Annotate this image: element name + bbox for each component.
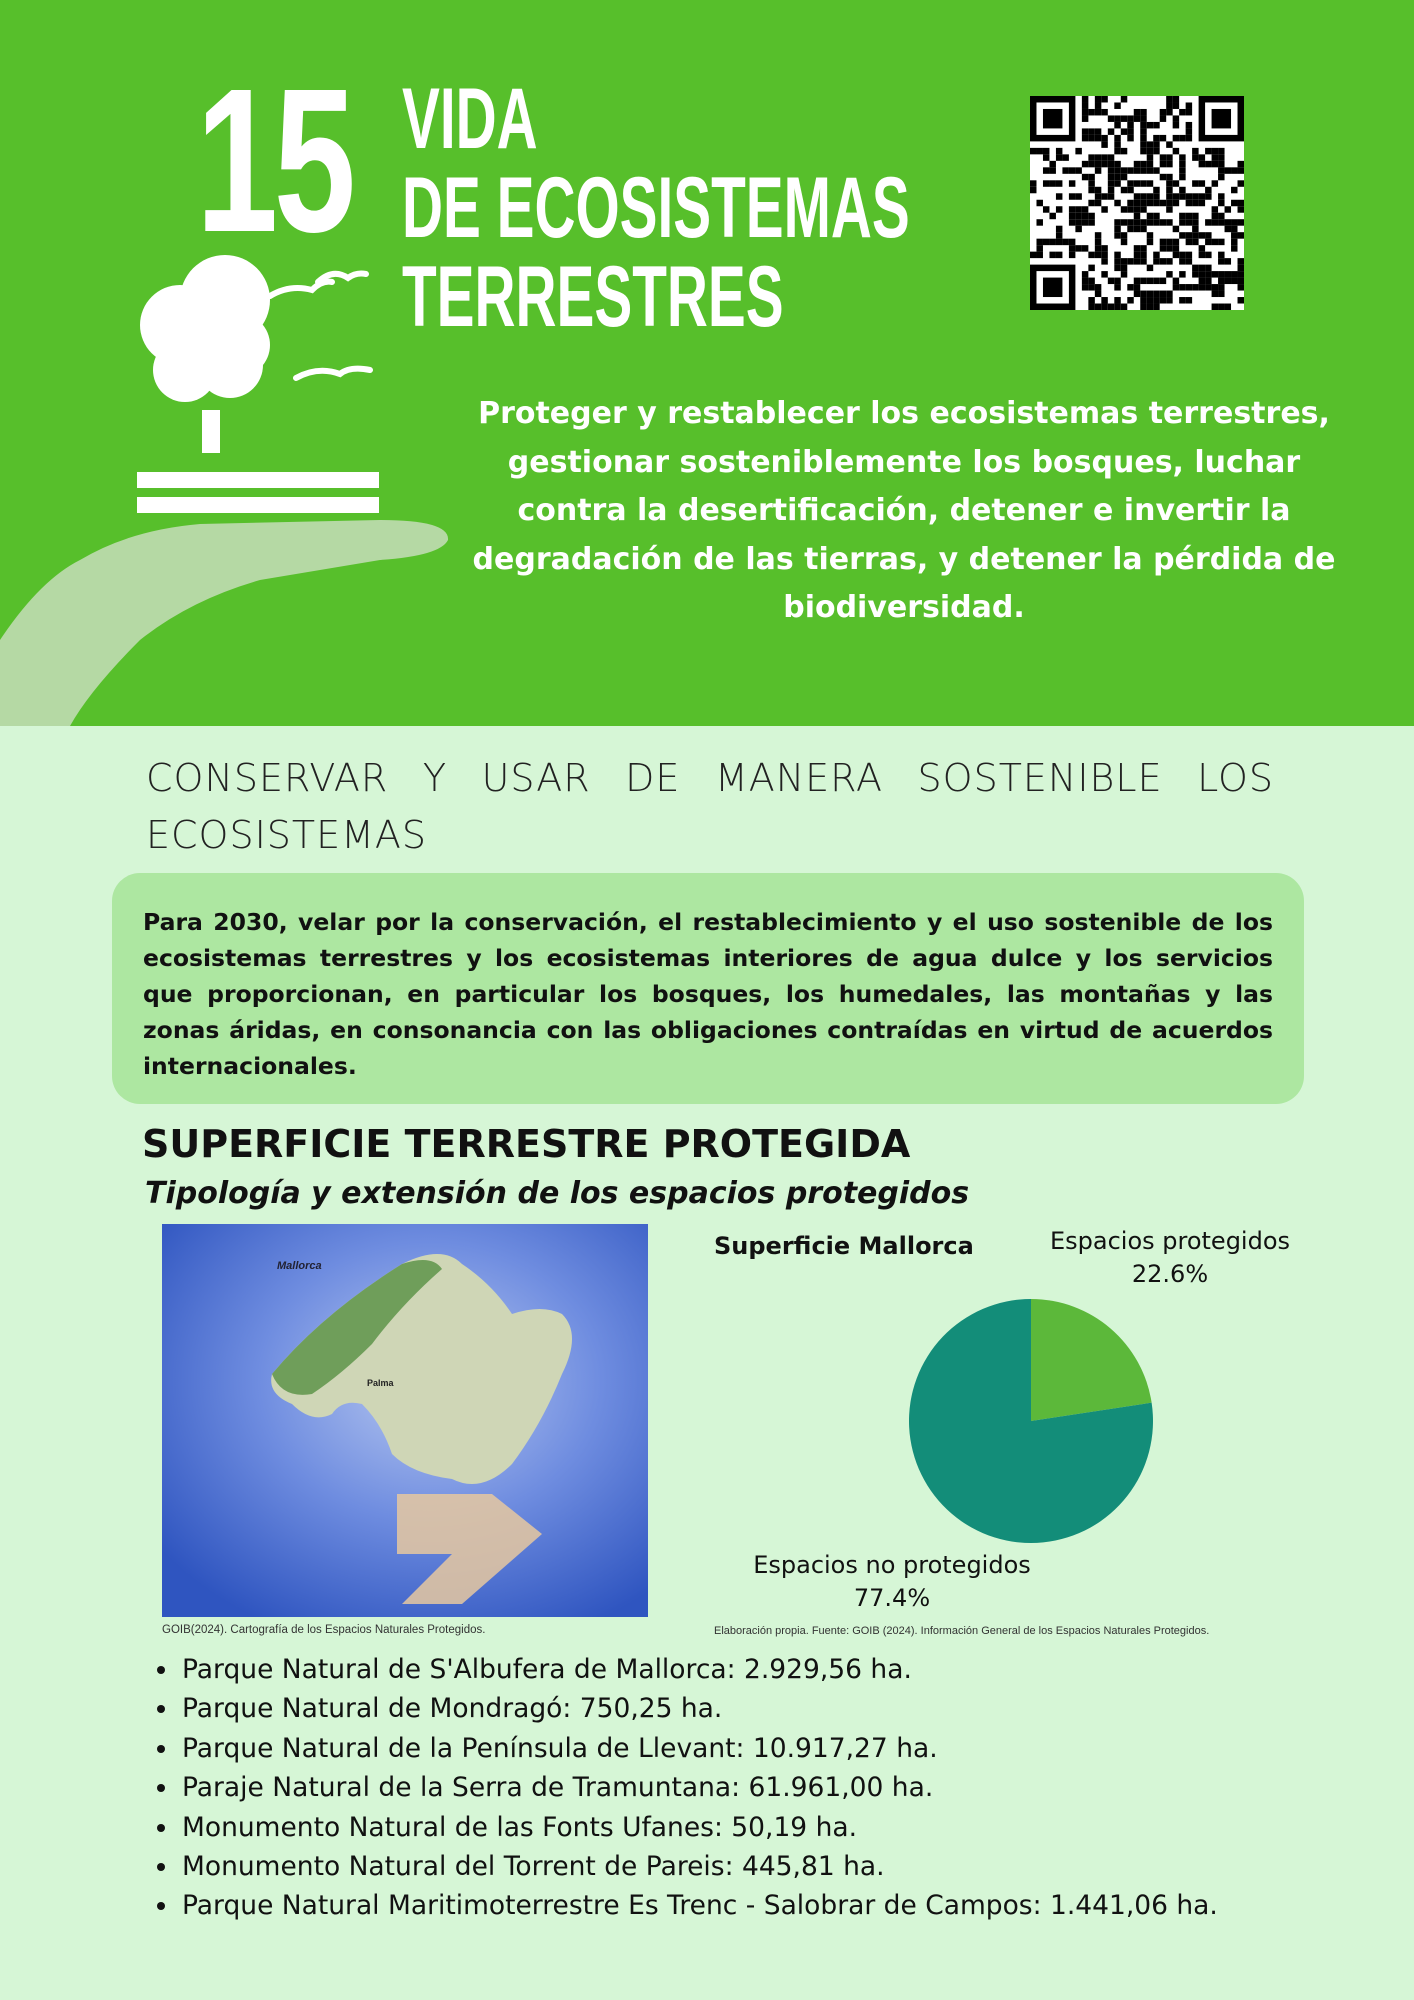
header-banner: 15 VIDA DE ECOSISTEMAS TERRESTRES Proteg… (0, 0, 1414, 726)
pie-slice-0 (1031, 1299, 1152, 1421)
title-line-2: DE ECOSISTEMAS (402, 160, 910, 256)
target-box (112, 873, 1304, 1104)
slice-label-unprotected: Espacios no protegidos 77.4% (712, 1549, 1072, 1615)
tree-birds-hand-icon (0, 255, 449, 726)
chart-title: Superficie Mallorca (714, 1232, 974, 1260)
map-label-city: Palma (367, 1378, 395, 1388)
qr-code-icon[interactable] (1030, 96, 1244, 310)
map-caption: GOIB(2024). Cartografía de los Espacios … (162, 1624, 486, 1636)
list-item: Parque Natural Maritimoterrestre Es Tren… (180, 1886, 1218, 1925)
target-heading: CONSERVAR Y USAR DE MANERA SOSTENIBLE LO… (146, 756, 1274, 857)
slice-value: 22.6% (1131, 1260, 1209, 1288)
title-line-1: VIDA (402, 71, 538, 167)
list-item: Parque Natural de Mondragó: 750,25 ha. (180, 1689, 1218, 1728)
map-label-island: Mallorca (277, 1260, 322, 1272)
goal-description: Proteger y restablecer los ecosistemas t… (472, 396, 1336, 625)
goal-number: 15 (196, 46, 356, 275)
list-item: Paraje Natural de la Serra de Tramuntana… (180, 1768, 1218, 1807)
slice-label-protected: Espacios protegidos 22.6% (990, 1225, 1350, 1291)
protected-areas-list: Parque Natural de S'Albufera de Mallorca… (150, 1650, 1218, 1926)
slice-name: Espacios no protegidos (753, 1551, 1031, 1579)
pie-chart (909, 1299, 1153, 1543)
list-item: Parque Natural de S'Albufera de Mallorca… (180, 1650, 1218, 1689)
title-line-3: TERRESTRES (402, 249, 784, 345)
list-item: Parque Natural de la Península de Llevan… (180, 1729, 1218, 1768)
pie-slice-1 (909, 1299, 1153, 1543)
slice-value: 77.4% (853, 1584, 931, 1612)
slice-name: Espacios protegidos (1049, 1227, 1291, 1255)
target-text: Para 2030, velar por la conservación, el… (143, 908, 1273, 1080)
list-item: Monumento Natural de las Fonts Ufanes: 5… (180, 1808, 1218, 1847)
list-item: Monumento Natural del Torrent de Pareis:… (180, 1847, 1218, 1886)
section-title: SUPERFICIE TERRESTRE PROTEGIDA (142, 1122, 911, 1166)
protected-areas-map: Mallorca Palma (162, 1224, 648, 1617)
section-subtitle: Tipología y extensión de los espacios pr… (145, 1176, 970, 1211)
chart-caption: Elaboración propia. Fuente: GOIB (2024).… (714, 1625, 1210, 1637)
